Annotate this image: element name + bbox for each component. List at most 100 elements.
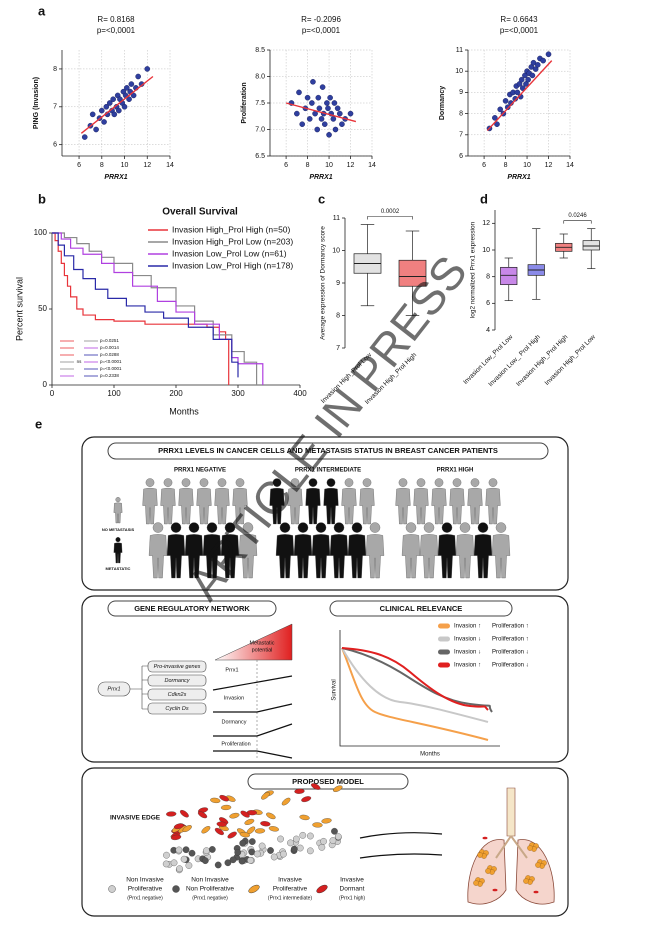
person-head — [351, 522, 363, 533]
cell-legend-label: Proliferative — [273, 886, 308, 893]
scatter-point — [324, 100, 330, 106]
trend-line — [285, 102, 357, 123]
scatter-point — [126, 96, 132, 103]
legend-cell — [172, 885, 180, 893]
bronchi — [495, 835, 528, 859]
trend-line — [486, 60, 553, 132]
cell — [280, 850, 287, 858]
trend-line — [213, 703, 293, 713]
y-tick-label: 50 — [38, 304, 47, 313]
cell — [293, 835, 300, 843]
cell-legend-label: Non Proliferative — [186, 886, 234, 893]
person-body — [449, 487, 465, 525]
cell — [175, 846, 183, 854]
survival-sketch — [341, 647, 493, 713]
cell — [244, 818, 255, 825]
box — [500, 266, 518, 286]
person-head — [488, 478, 498, 487]
person-body — [359, 487, 375, 525]
legend-swatch — [438, 662, 450, 668]
scatter-point — [121, 103, 128, 110]
axes — [339, 630, 500, 747]
person-head — [333, 522, 345, 533]
x-tick-label: 12 — [545, 162, 553, 169]
person-head — [362, 478, 372, 487]
person-body — [455, 534, 475, 579]
gene-label: Cyclin Ds — [165, 706, 188, 712]
legend-label: Invasion Low_Prol High (n=178) — [172, 260, 293, 270]
cell — [258, 842, 266, 850]
y-tick-label: 7.0 — [255, 126, 265, 133]
cell — [261, 792, 270, 800]
connector — [130, 665, 148, 710]
cell — [260, 821, 271, 827]
panel-label: a — [38, 3, 46, 18]
cell-legend-label: Invasive — [340, 877, 364, 884]
x-tick-label: 8 — [100, 162, 104, 169]
cell — [188, 849, 196, 857]
scatter-point — [545, 51, 552, 58]
triangle-label: Metastatic — [249, 640, 274, 646]
x-tick-label: 300 — [231, 389, 245, 398]
group-title: PRRX1 INTERMEDIATE — [295, 468, 361, 474]
person-body — [467, 487, 483, 525]
scatter-point — [331, 100, 338, 106]
person-head — [495, 522, 507, 533]
metastatic-cell — [523, 878, 529, 884]
gene-node — [147, 702, 207, 715]
y-tick-label: 11 — [456, 47, 463, 54]
gene-label: Dormancy — [164, 678, 190, 684]
cell — [201, 826, 211, 834]
person-body — [491, 534, 511, 579]
cell — [307, 832, 314, 840]
flow-lines — [359, 832, 443, 859]
scatter-point — [325, 105, 331, 112]
y-axis-label: Percent survival — [14, 277, 24, 341]
person-body — [275, 534, 295, 579]
potential-triangle — [214, 623, 293, 661]
y-tick-label: 10 — [332, 247, 340, 254]
cell — [329, 837, 337, 844]
person-head — [217, 478, 227, 487]
panel-label: b — [38, 191, 46, 206]
person-head — [477, 522, 489, 533]
survival-sketch — [341, 647, 489, 723]
legend-label: METASTATIC — [106, 566, 131, 571]
scatter-point — [89, 111, 96, 118]
scatter-point — [310, 79, 316, 85]
person-body — [413, 487, 429, 525]
person-body — [395, 487, 411, 525]
trend-label: Prrx1 — [225, 667, 238, 673]
scatter-point — [339, 121, 345, 127]
x-axis-label: PRRX1 — [309, 174, 332, 181]
cell — [185, 862, 193, 869]
x-tick-label: Invasion Low_Prol Low — [462, 333, 514, 385]
cell — [294, 788, 305, 794]
metastatic-cell — [485, 868, 491, 874]
person-body — [329, 534, 349, 579]
cell-legend-label: (Prrx1 negative) — [127, 895, 163, 901]
trend-label: Dormancy — [221, 719, 246, 725]
legend-cell — [316, 884, 328, 894]
person-body — [196, 487, 212, 525]
person-body — [148, 534, 168, 579]
scatter-point — [315, 94, 322, 101]
person-head — [181, 478, 191, 487]
y-axis-label: Average expression of Dormancy score — [320, 226, 327, 340]
cell — [247, 856, 254, 864]
gene-node — [147, 688, 207, 701]
scatter-point — [529, 72, 536, 79]
x-tick-label: 10 — [523, 162, 531, 169]
scatter-point — [98, 107, 105, 114]
trend-label: Proliferation — [221, 741, 250, 747]
y-tick-label: 6.5 — [255, 153, 265, 160]
scatter-point — [294, 110, 300, 117]
person-head — [290, 478, 300, 487]
person-head — [206, 522, 218, 533]
trend-line — [213, 723, 293, 737]
scatter-point — [111, 111, 118, 118]
cell — [179, 810, 189, 818]
significance-bracket — [367, 216, 413, 220]
significance-label: 0.0246 — [568, 213, 587, 219]
